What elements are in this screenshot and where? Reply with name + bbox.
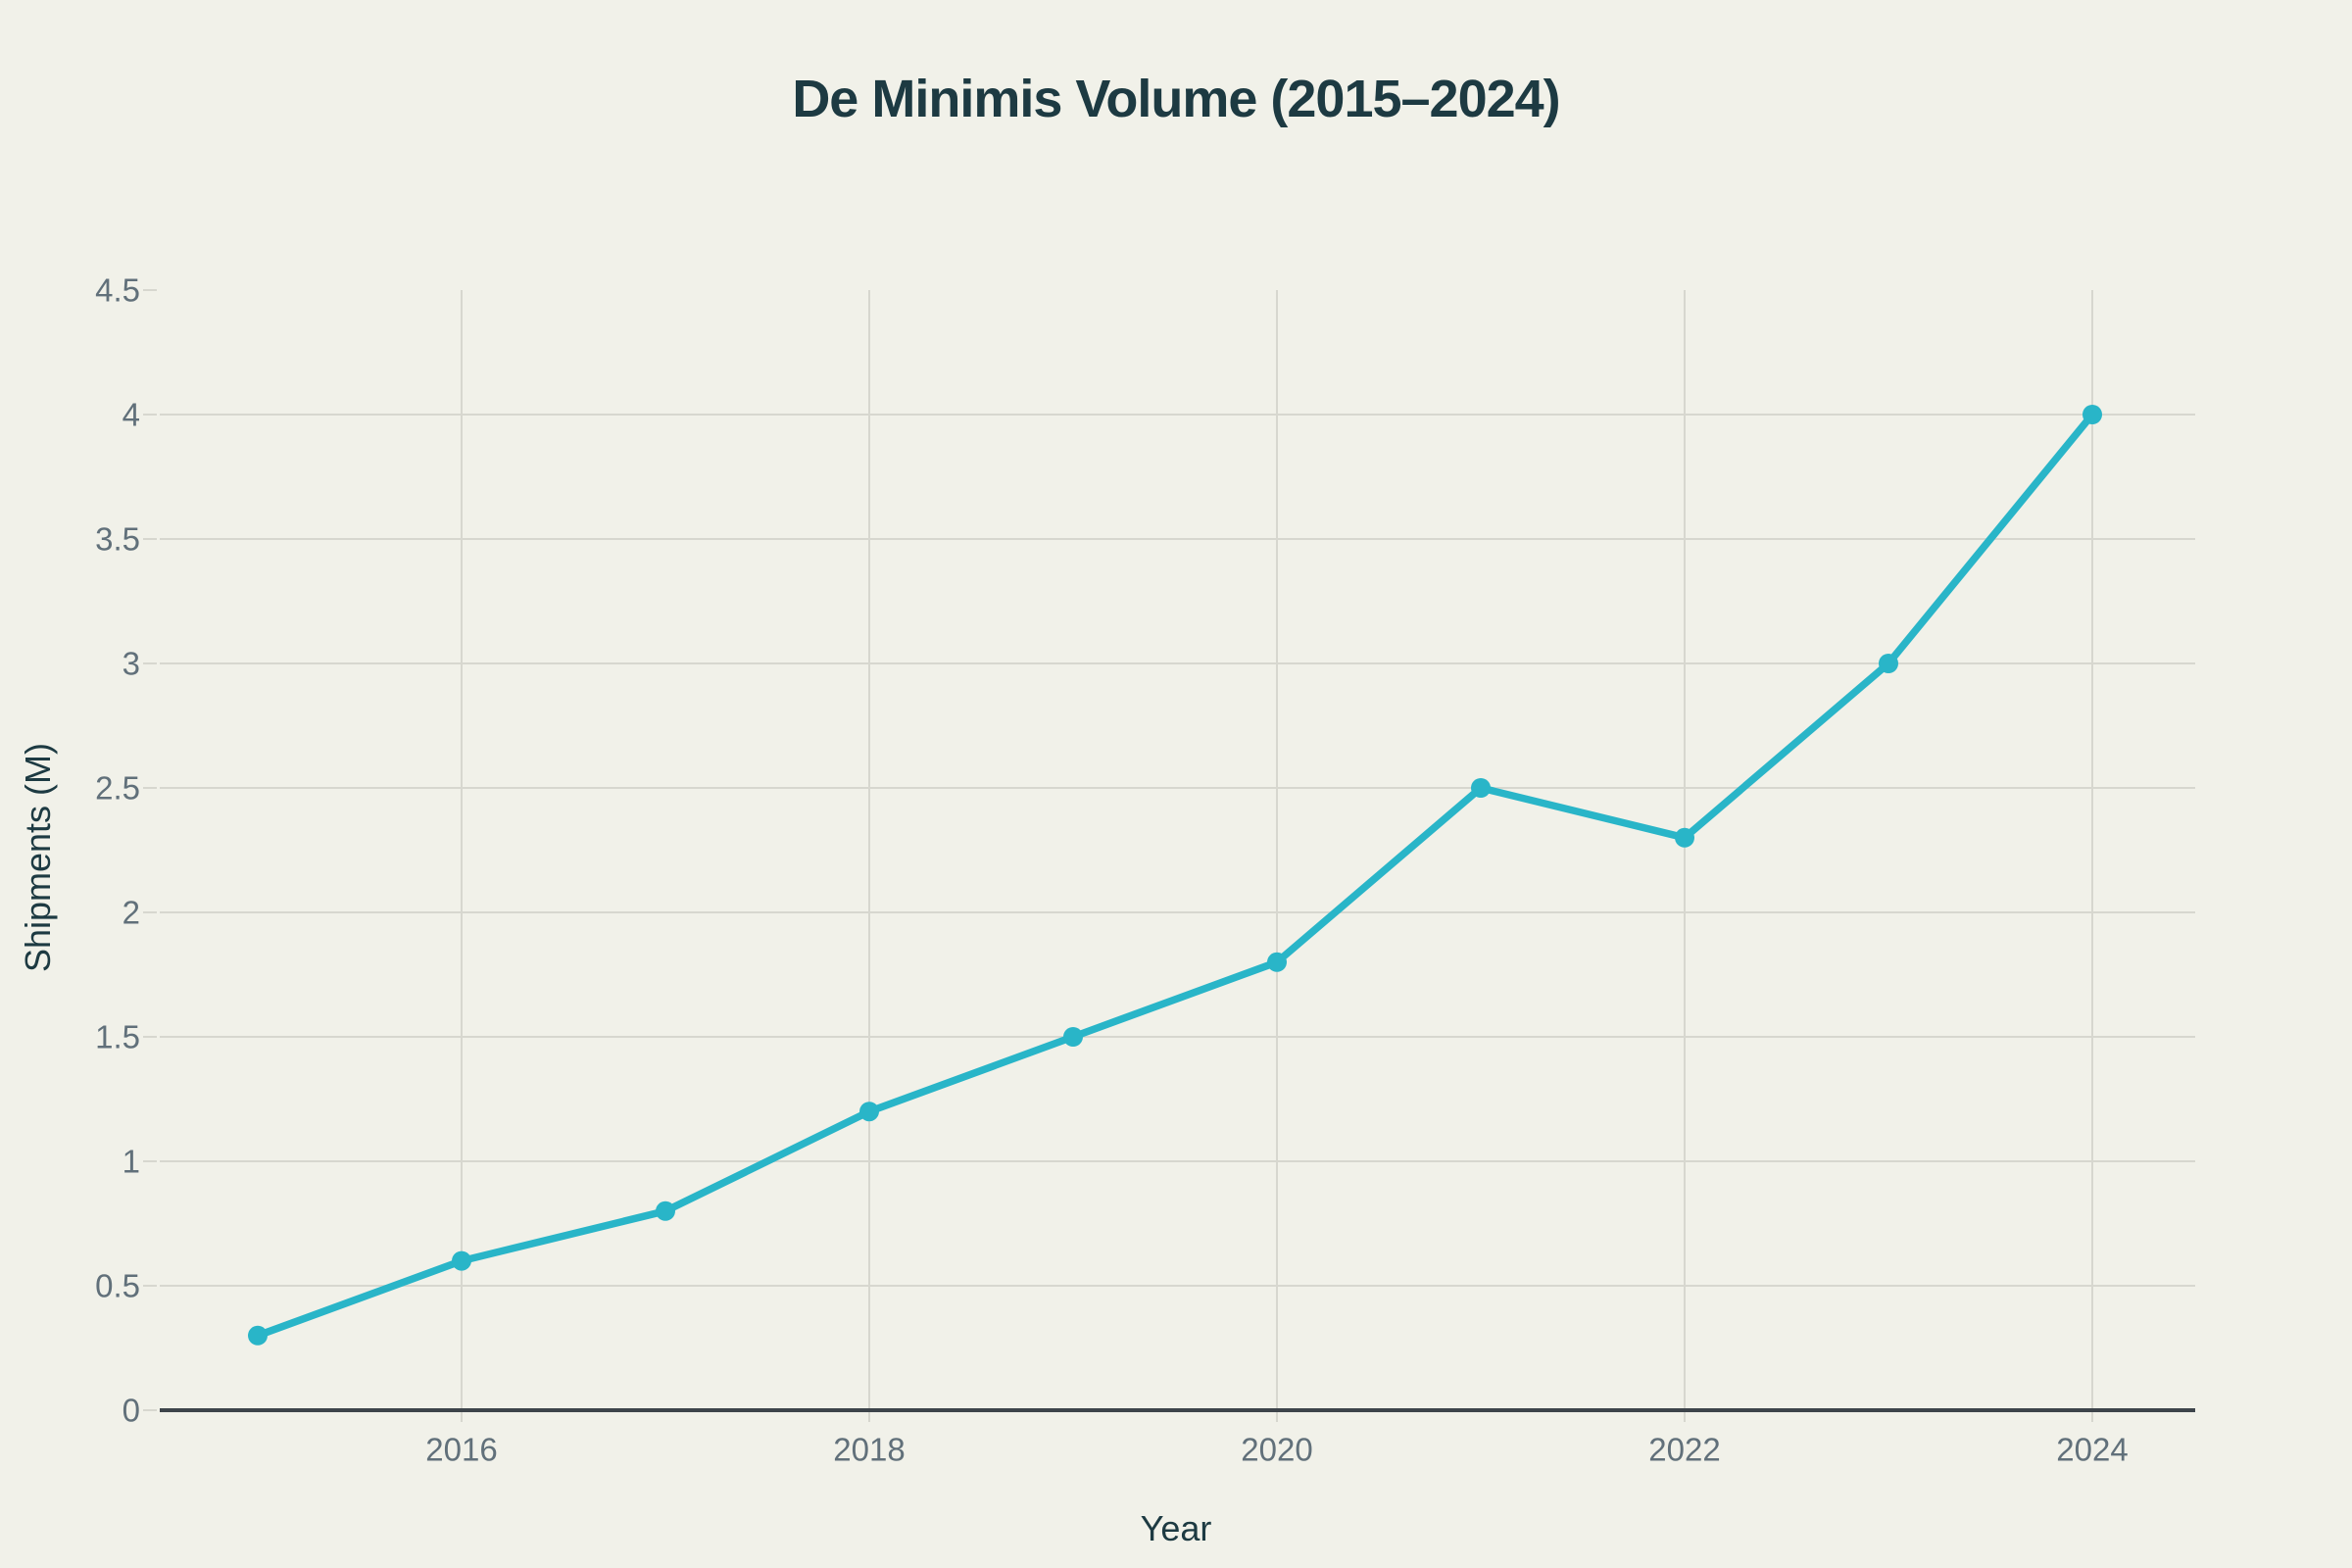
data-point-marker <box>1879 654 1898 673</box>
chart-title: De Minimis Volume (2015–2024) <box>792 70 1560 128</box>
data-point-marker <box>452 1250 471 1271</box>
x-tick-label: 2024 <box>2056 1432 2128 1468</box>
x-tick-label: 2016 <box>425 1432 497 1468</box>
y-tick-label: 2 <box>122 895 140 931</box>
x-axis-title: Year <box>1140 1508 1212 1548</box>
y-tick-label: 4 <box>122 397 140 433</box>
y-axis-title: Shipments (M) <box>18 742 58 973</box>
trend-line <box>254 411 2096 1340</box>
y-tick-label: 1.5 <box>95 1019 140 1055</box>
x-tick-label: 2018 <box>833 1432 905 1468</box>
y-tick-label: 3.5 <box>95 521 140 558</box>
data-point-marker <box>656 1200 675 1221</box>
y-tick-label: 3 <box>122 646 140 682</box>
data-point-marker <box>1267 952 1287 972</box>
y-tick-label: 2.5 <box>95 770 140 807</box>
data-point-marker <box>2082 405 2102 424</box>
data-point-marker <box>248 1325 268 1346</box>
data-point-marker <box>859 1102 879 1122</box>
y-tick-label: 4.5 <box>95 272 140 309</box>
data-point-marker <box>1675 827 1694 848</box>
y-tick-label: 1 <box>122 1144 140 1180</box>
x-tick-label: 2022 <box>1648 1432 1720 1468</box>
data-point-marker <box>1063 1027 1083 1047</box>
data-point-marker <box>1471 778 1491 798</box>
y-tick-label: 0.5 <box>95 1268 140 1304</box>
x-tick-label: 2020 <box>1241 1432 1312 1468</box>
y-tick-label: 0 <box>122 1393 140 1429</box>
